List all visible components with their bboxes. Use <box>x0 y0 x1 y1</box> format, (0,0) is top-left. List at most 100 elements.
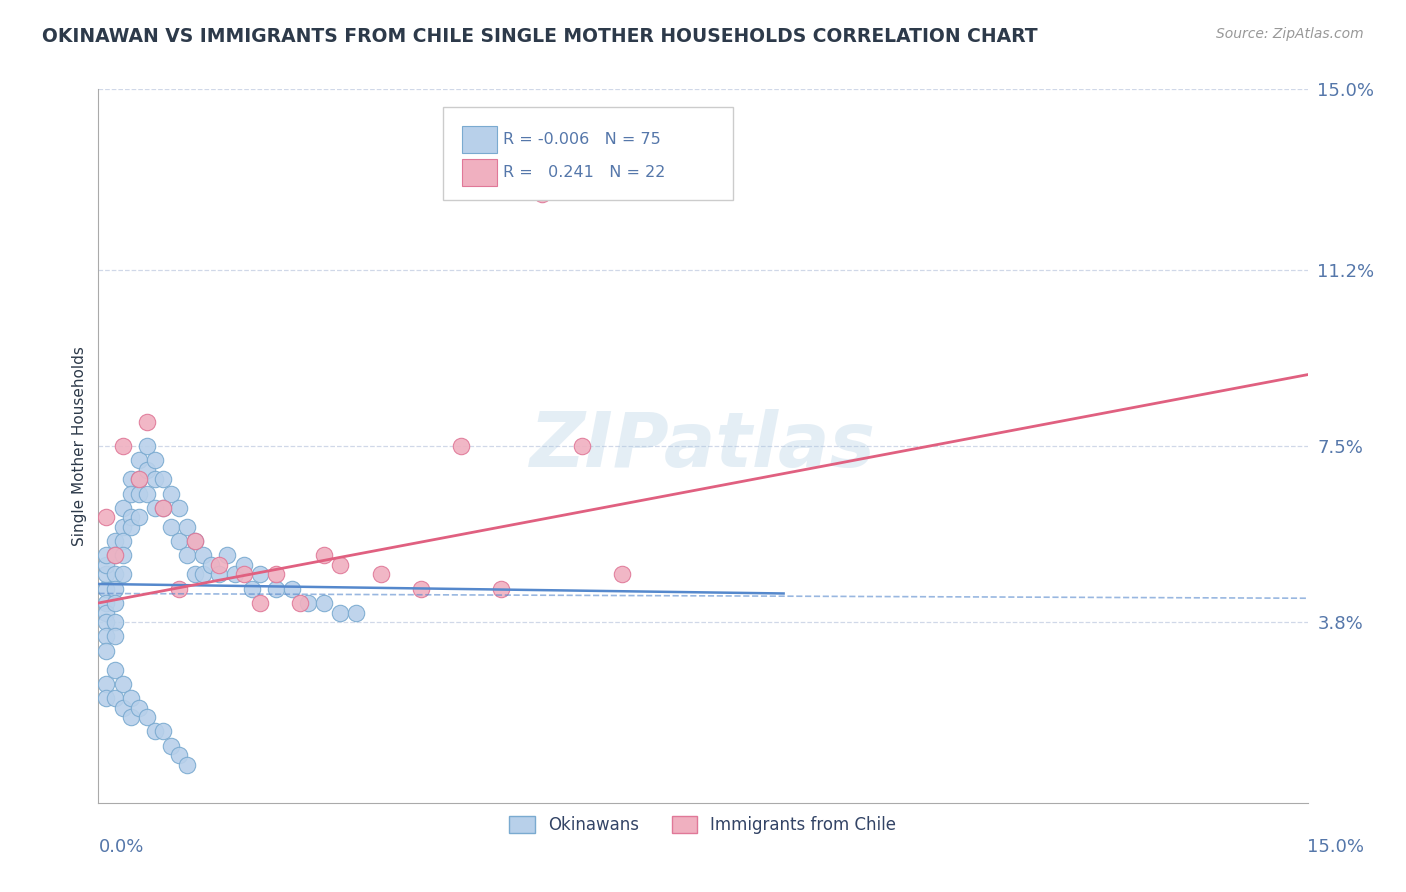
Point <box>176 520 198 534</box>
Point <box>160 486 183 500</box>
Point <box>135 439 157 453</box>
Point <box>288 596 311 610</box>
Point <box>111 520 134 534</box>
Point <box>96 691 118 706</box>
Point <box>103 596 125 610</box>
Point <box>103 567 125 582</box>
Text: R =   0.241   N = 22: R = 0.241 N = 22 <box>503 165 666 180</box>
Point <box>128 510 150 524</box>
Point <box>152 500 174 515</box>
Point <box>143 500 166 515</box>
Point <box>314 549 336 563</box>
Point <box>232 558 254 572</box>
Point <box>193 549 215 563</box>
Point <box>264 582 287 596</box>
Point <box>176 757 198 772</box>
Point <box>96 677 118 691</box>
Point <box>111 549 134 563</box>
Point <box>160 520 183 534</box>
Point <box>96 643 118 657</box>
Point <box>96 615 118 629</box>
Point <box>103 691 125 706</box>
Point <box>329 558 352 572</box>
Point <box>167 534 190 549</box>
Point <box>143 724 166 739</box>
Point <box>96 606 118 620</box>
Point <box>135 710 157 724</box>
Point <box>111 500 134 515</box>
Point <box>96 558 118 572</box>
Point <box>96 629 118 643</box>
Point <box>208 558 231 572</box>
Point <box>96 567 118 582</box>
Point <box>96 510 118 524</box>
Point <box>200 558 222 572</box>
Text: Source: ZipAtlas.com: Source: ZipAtlas.com <box>1216 27 1364 41</box>
Point <box>370 567 392 582</box>
Point <box>103 549 125 563</box>
Point <box>128 472 150 486</box>
Point <box>167 582 190 596</box>
Point <box>530 186 553 201</box>
Point <box>167 500 190 515</box>
Point <box>120 486 142 500</box>
Point <box>176 549 198 563</box>
Point <box>264 567 287 582</box>
Point <box>96 549 118 563</box>
Point <box>111 700 134 714</box>
Point <box>120 472 142 486</box>
Point <box>152 472 174 486</box>
Point <box>135 463 157 477</box>
Point <box>120 520 142 534</box>
Point <box>193 567 215 582</box>
Point <box>103 582 125 596</box>
Point <box>249 596 271 610</box>
Point <box>103 534 125 549</box>
Point <box>344 606 367 620</box>
Point <box>184 534 207 549</box>
Text: 15.0%: 15.0% <box>1306 838 1364 856</box>
Point <box>128 700 150 714</box>
FancyBboxPatch shape <box>463 159 498 186</box>
Point <box>217 549 239 563</box>
Point <box>491 582 513 596</box>
Point <box>128 453 150 467</box>
Point <box>143 472 166 486</box>
Point <box>111 534 134 549</box>
Point <box>224 567 246 582</box>
Point <box>329 606 352 620</box>
FancyBboxPatch shape <box>463 127 498 153</box>
Point <box>184 534 207 549</box>
Point <box>128 486 150 500</box>
Point <box>314 596 336 610</box>
Point <box>120 691 142 706</box>
Point <box>120 710 142 724</box>
Point <box>297 596 319 610</box>
Point <box>143 453 166 467</box>
Point <box>128 472 150 486</box>
Point <box>152 500 174 515</box>
Point <box>120 510 142 524</box>
Point <box>450 439 472 453</box>
Point <box>96 582 118 596</box>
Point <box>111 439 134 453</box>
Point <box>571 439 593 453</box>
Text: ZIPatlas: ZIPatlas <box>530 409 876 483</box>
Point <box>160 739 183 753</box>
Y-axis label: Single Mother Households: Single Mother Households <box>72 346 87 546</box>
Point <box>409 582 432 596</box>
Point <box>240 582 263 596</box>
Text: OKINAWAN VS IMMIGRANTS FROM CHILE SINGLE MOTHER HOUSEHOLDS CORRELATION CHART: OKINAWAN VS IMMIGRANTS FROM CHILE SINGLE… <box>42 27 1038 45</box>
FancyBboxPatch shape <box>443 107 734 200</box>
Point <box>111 567 134 582</box>
Point <box>103 629 125 643</box>
Point <box>281 582 304 596</box>
Point <box>103 615 125 629</box>
Text: 0.0%: 0.0% <box>98 838 143 856</box>
Point <box>167 748 190 763</box>
Point <box>249 567 271 582</box>
Point <box>135 486 157 500</box>
Point <box>103 663 125 677</box>
Point <box>96 596 118 610</box>
Legend: Okinawans, Immigrants from Chile: Okinawans, Immigrants from Chile <box>503 809 903 841</box>
